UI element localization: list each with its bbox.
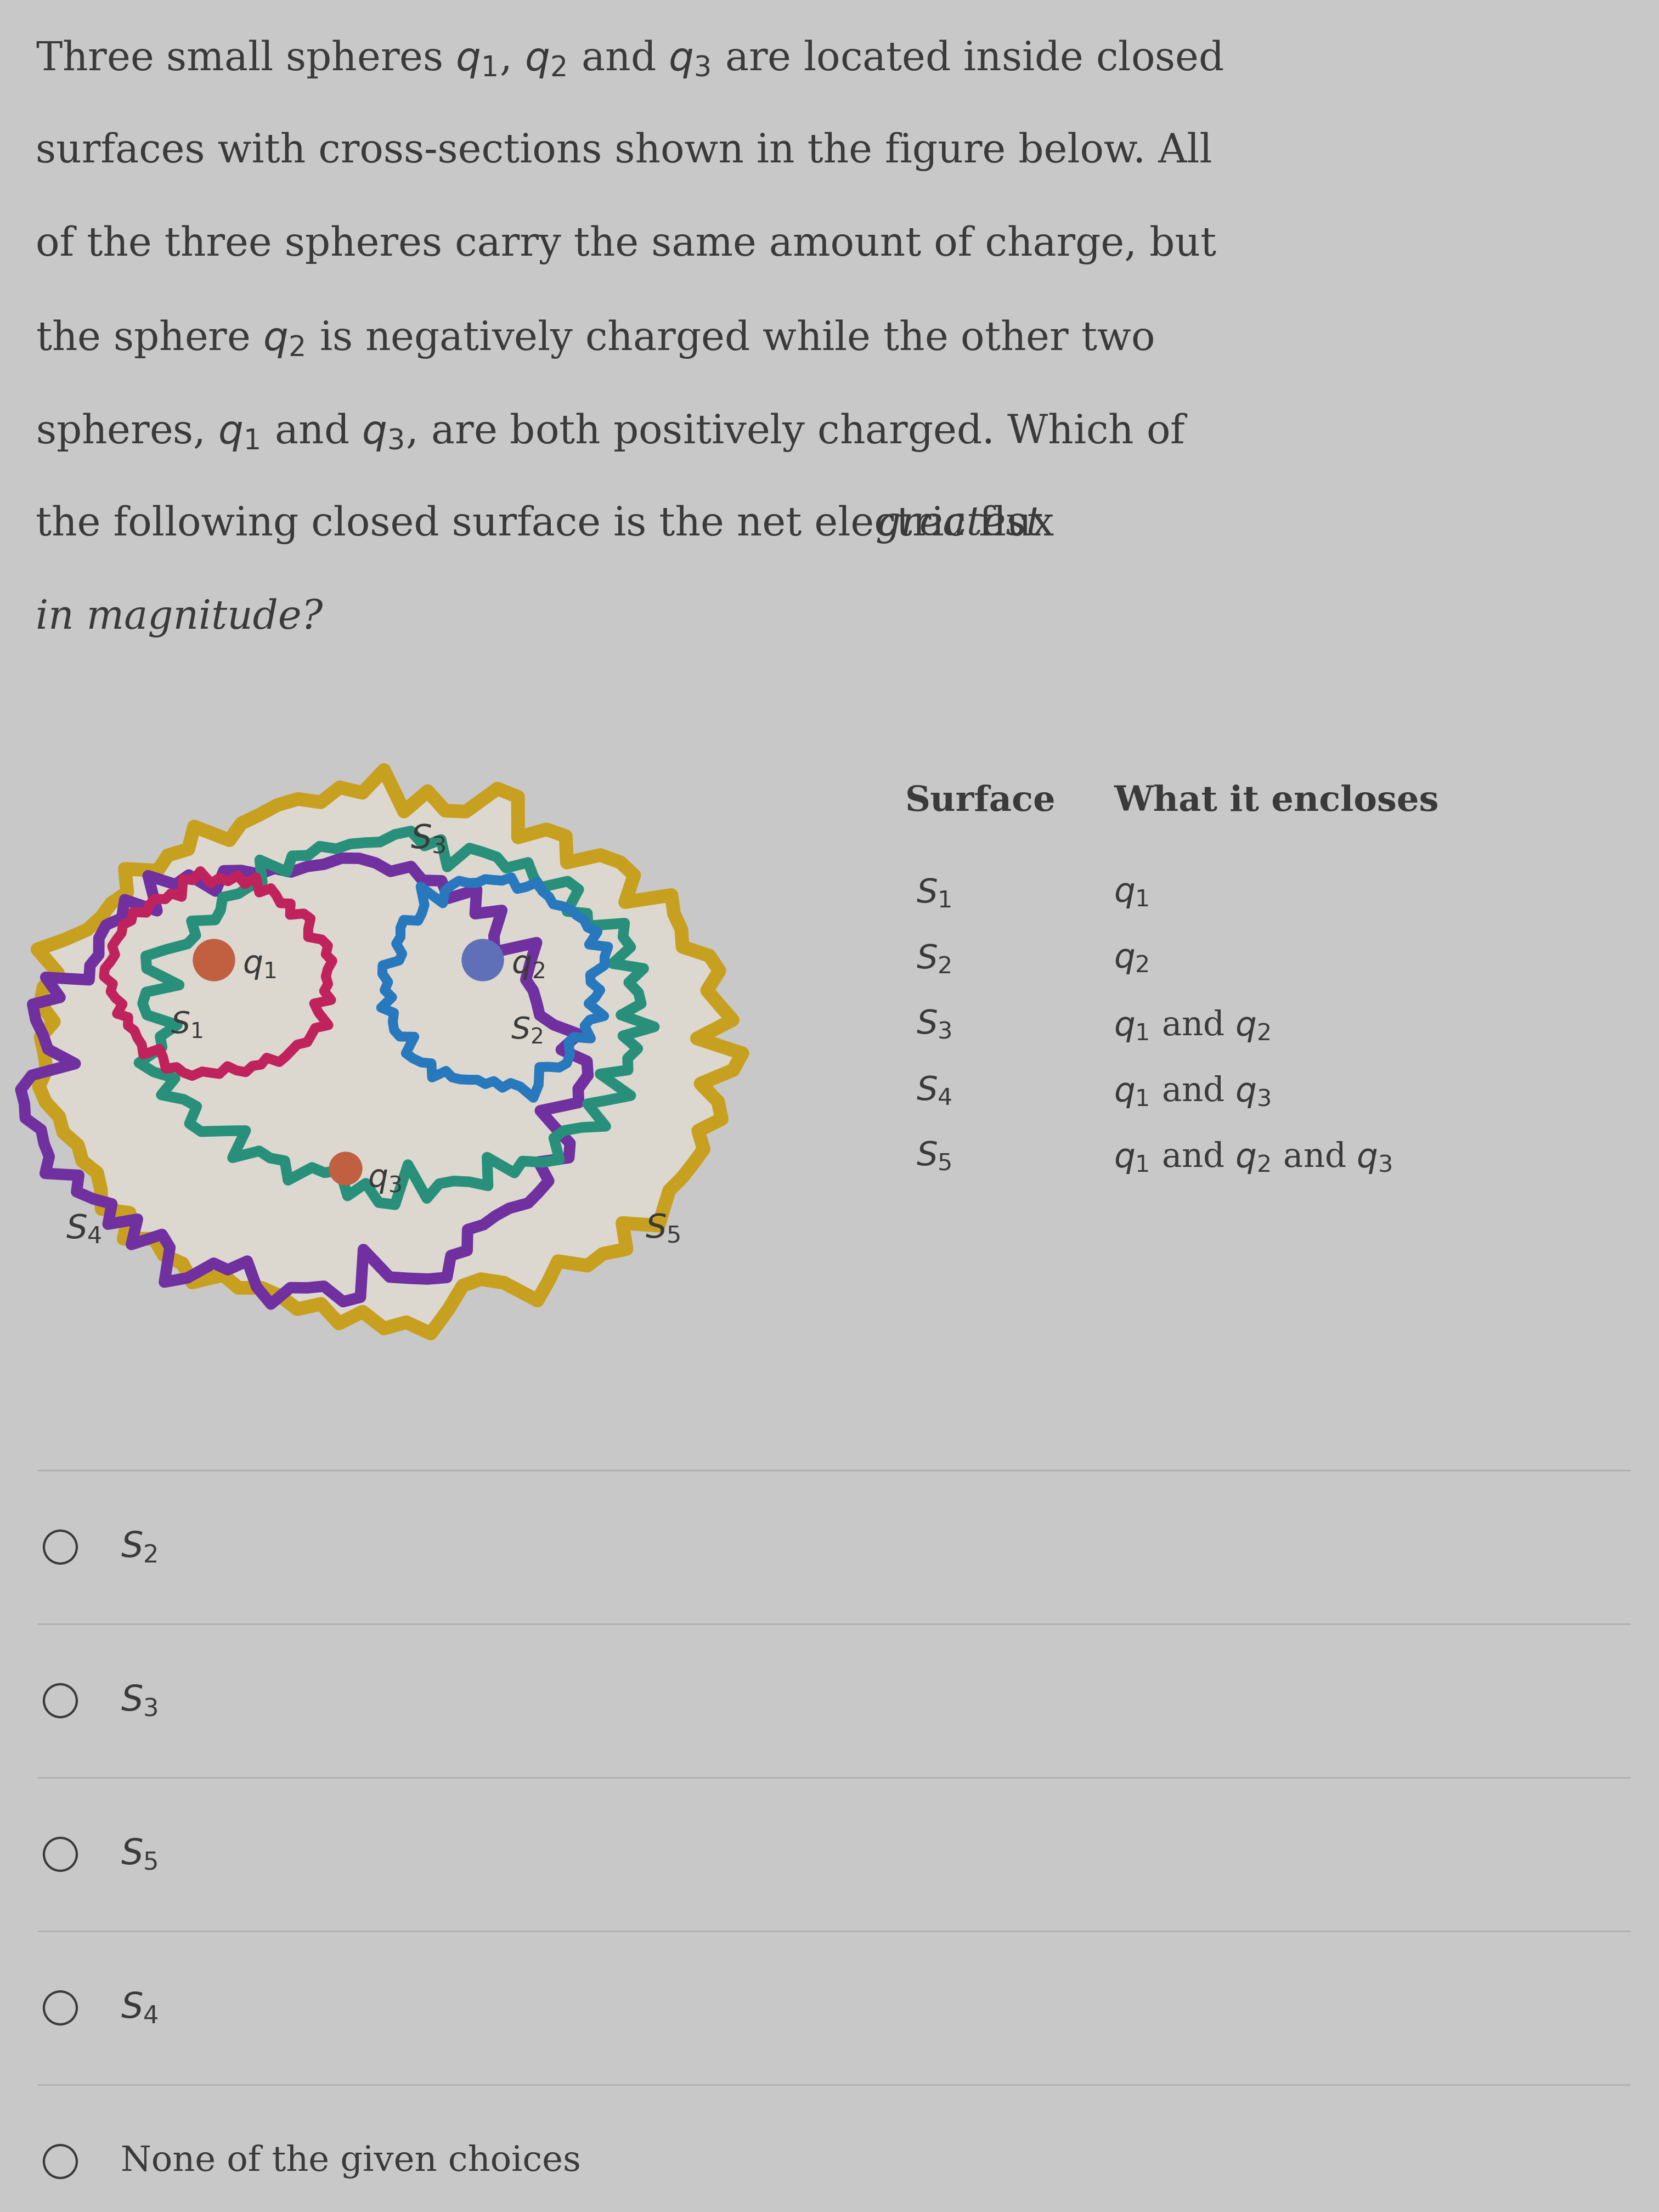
Text: Three small spheres $q_1$, $q_2$ and $q_3$ are located inside closed: Three small spheres $q_1$, $q_2$ and $q_… (35, 38, 1224, 80)
Circle shape (461, 940, 504, 980)
Text: $S_2$: $S_2$ (511, 1015, 542, 1044)
Text: $S_2$: $S_2$ (916, 942, 951, 975)
Text: $q_2$: $q_2$ (511, 951, 544, 980)
Text: spheres, $q_1$ and $q_3$, are both positively charged. Which of: spheres, $q_1$ and $q_3$, are both posit… (35, 411, 1188, 453)
Text: $S_1$: $S_1$ (916, 876, 951, 909)
Text: $q_1$ and $q_3$: $q_1$ and $q_3$ (1113, 1075, 1271, 1108)
Text: $q_1$: $q_1$ (242, 951, 275, 980)
Text: $q_3$: $q_3$ (368, 1164, 401, 1194)
Text: $S_5$: $S_5$ (645, 1212, 680, 1245)
Text: $q_1$: $q_1$ (1113, 876, 1150, 909)
Circle shape (192, 940, 236, 980)
Text: None of the given choices: None of the given choices (121, 2143, 581, 2179)
Text: $S_4$: $S_4$ (916, 1075, 952, 1106)
Text: $S_5$: $S_5$ (121, 1838, 158, 1871)
Text: $S_1$: $S_1$ (171, 1009, 202, 1040)
Text: $q_2$: $q_2$ (1113, 942, 1148, 975)
Circle shape (328, 1152, 362, 1186)
Text: $S_4$: $S_4$ (66, 1212, 101, 1245)
Text: $S_3$: $S_3$ (410, 823, 446, 856)
Text: $q_1$ and $q_2$: $q_1$ and $q_2$ (1113, 1009, 1271, 1044)
Text: $S_2$: $S_2$ (121, 1531, 158, 1564)
Text: What it encloses: What it encloses (1113, 785, 1438, 818)
Text: the following closed surface is the net electric flux: the following closed surface is the net … (35, 504, 1067, 544)
Text: $q_1$ and $q_2$ and $q_3$: $q_1$ and $q_2$ and $q_3$ (1113, 1139, 1392, 1175)
Text: $S_5$: $S_5$ (916, 1139, 952, 1172)
Text: Surface: Surface (906, 785, 1055, 818)
Text: of the three spheres carry the same amount of charge, but: of the three spheres carry the same amou… (35, 226, 1216, 263)
Text: $S_3$: $S_3$ (121, 1683, 158, 1719)
Text: $S_4$: $S_4$ (121, 1991, 158, 2024)
Text: greatest: greatest (874, 504, 1042, 544)
Text: surfaces with cross-sections shown in the figure below. All: surfaces with cross-sections shown in th… (35, 133, 1213, 170)
Text: $S_3$: $S_3$ (916, 1009, 952, 1042)
Polygon shape (38, 770, 742, 1334)
Text: in magnitude?: in magnitude? (35, 597, 324, 637)
Text: the sphere $q_2$ is negatively charged while the other two: the sphere $q_2$ is negatively charged w… (35, 319, 1153, 361)
